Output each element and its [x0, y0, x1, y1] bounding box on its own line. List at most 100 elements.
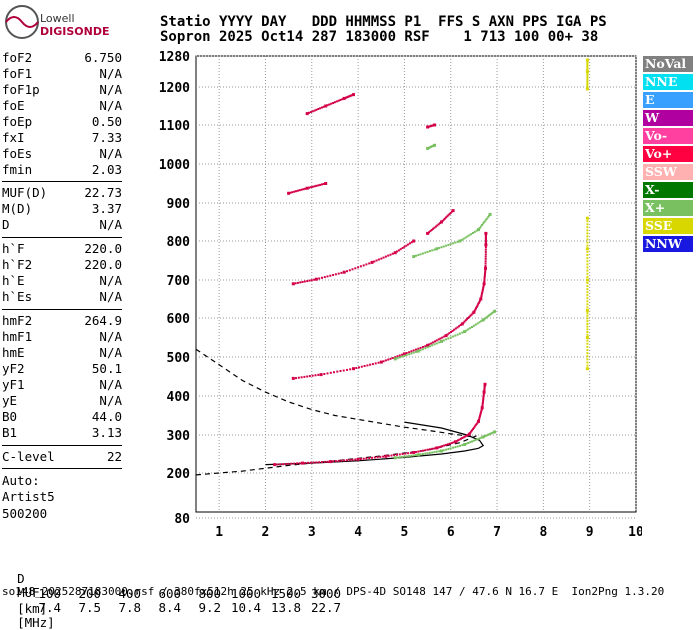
- echo-point: [436, 224, 439, 227]
- echo-point: [484, 231, 488, 235]
- echo-point: [433, 248, 436, 251]
- echo-point: [405, 352, 408, 354]
- echo-point: [476, 304, 479, 307]
- echo-point: [365, 457, 368, 460]
- echo-point: [342, 369, 345, 372]
- echo-point: [445, 338, 448, 341]
- echo-point: [433, 343, 436, 346]
- echo-point: [409, 242, 411, 245]
- echo-point: [445, 448, 448, 451]
- echo-point: [301, 461, 304, 465]
- echo-point: [328, 103, 331, 106]
- echo-point: [295, 190, 297, 193]
- echo-point: [456, 333, 459, 336]
- legend-item-w: W: [643, 110, 693, 126]
- echo-point: [586, 342, 589, 345]
- echo-point: [298, 462, 301, 465]
- param-name: yF1: [2, 377, 25, 392]
- echo-point: [376, 456, 379, 459]
- echo-point: [396, 453, 398, 456]
- echo-point: [481, 403, 484, 406]
- echo-point: [586, 61, 589, 64]
- param-row: hmF1 N/A: [2, 329, 122, 345]
- echo-point: [405, 244, 408, 247]
- echo-point: [445, 244, 448, 247]
- echo-point: [453, 440, 457, 444]
- param-value: N/A: [99, 329, 122, 344]
- echo-point: [484, 270, 487, 273]
- echo-point: [326, 460, 329, 463]
- echo-point: [478, 417, 481, 420]
- echo-point: [329, 274, 332, 277]
- echo-point: [332, 102, 335, 104]
- param-separator: [2, 445, 122, 446]
- echo-point: [586, 291, 589, 294]
- echo-point: [462, 237, 465, 240]
- echo-point: [586, 294, 589, 297]
- echo-point: [460, 322, 464, 326]
- echo-point: [421, 453, 424, 455]
- echo-point: [469, 314, 472, 317]
- param-separator: [2, 181, 122, 182]
- echo-point: [586, 300, 589, 303]
- echo-point: [382, 256, 385, 259]
- echo-point: [586, 260, 589, 263]
- echo-point: [472, 439, 475, 442]
- echo-point: [481, 318, 485, 322]
- echo-point: [419, 450, 422, 453]
- echo-point: [484, 219, 487, 222]
- param-name: h`E: [2, 273, 25, 288]
- y-tick-label: 1200: [159, 81, 190, 96]
- param-name: foEs: [2, 146, 33, 161]
- echo-point: [484, 239, 487, 242]
- echo-point: [403, 245, 406, 248]
- echo-point: [308, 279, 311, 282]
- echo-point: [438, 247, 441, 249]
- echo-point: [586, 345, 589, 348]
- echo-point: [450, 331, 452, 333]
- echo-point: [493, 309, 497, 313]
- echo-point: [398, 456, 401, 459]
- echo-point: [309, 461, 312, 464]
- echo-point: [352, 367, 355, 371]
- echo-point: [470, 233, 473, 236]
- param-row: hmF2 264.9: [2, 313, 122, 329]
- echo-point: [356, 457, 360, 461]
- echo-point: [482, 222, 485, 225]
- echo-point: [315, 108, 318, 111]
- echo-point: [359, 458, 362, 460]
- param-name: foF1: [2, 66, 33, 81]
- echo-point: [586, 226, 589, 229]
- echo-point: [390, 454, 393, 457]
- x-tick-label: 6: [447, 525, 455, 540]
- echo-point: [478, 300, 481, 303]
- param-value: N/A: [99, 82, 122, 97]
- param-row: foEs N/A: [2, 146, 122, 162]
- echo-point: [313, 278, 316, 281]
- echo-point: [435, 450, 438, 453]
- param-name: foF2: [2, 50, 33, 65]
- echo-point: [585, 336, 589, 339]
- distance-label: D: [17, 571, 25, 586]
- echo-point: [410, 352, 413, 355]
- y-tick-label: 300: [167, 429, 191, 444]
- echo-point: [326, 104, 329, 107]
- echo-point: [481, 405, 484, 408]
- x-tick-label: 8: [539, 525, 547, 540]
- echo-point: [399, 248, 402, 251]
- echo-point: [446, 333, 449, 336]
- echo-point: [314, 374, 317, 377]
- echo-point: [287, 462, 290, 465]
- echo-point: [374, 362, 377, 365]
- echo-point: [586, 364, 589, 367]
- echo-point: [435, 339, 438, 342]
- echo-point: [586, 63, 589, 66]
- echo-point: [481, 291, 484, 294]
- echo-point: [454, 334, 457, 337]
- echo-point: [443, 335, 446, 338]
- echo-point: [284, 463, 287, 465]
- echo-point: [586, 352, 589, 355]
- echo-point: [368, 262, 371, 265]
- param-row: h`Es N/A: [2, 289, 122, 305]
- echo-point: [586, 86, 589, 89]
